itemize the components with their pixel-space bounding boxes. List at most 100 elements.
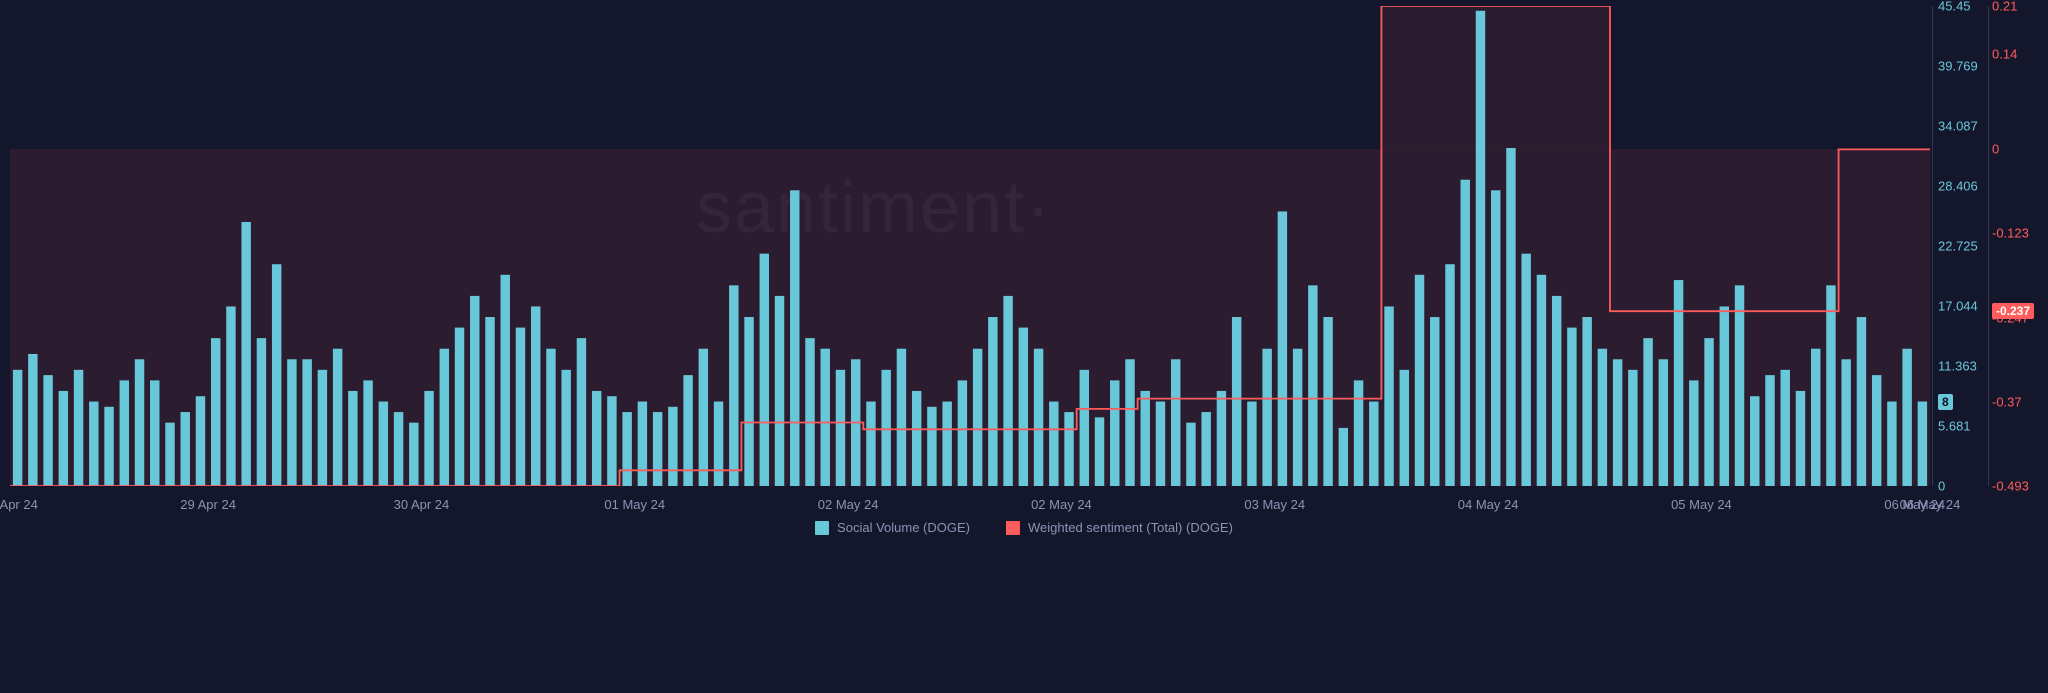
volume-bar[interactable]: [760, 254, 769, 486]
volume-bar[interactable]: [821, 349, 830, 486]
volume-bar[interactable]: [28, 354, 37, 486]
volume-bar[interactable]: [1476, 11, 1485, 486]
volume-bar[interactable]: [1704, 338, 1713, 486]
volume-bar[interactable]: [59, 391, 68, 486]
volume-bar[interactable]: [1354, 380, 1363, 486]
volume-bar[interactable]: [958, 380, 967, 486]
volume-bar[interactable]: [927, 407, 936, 486]
volume-bar[interactable]: [1003, 296, 1012, 486]
volume-bar[interactable]: [714, 402, 723, 486]
plot-area[interactable]: [10, 6, 1930, 486]
volume-bar[interactable]: [836, 370, 845, 486]
volume-bar[interactable]: [683, 375, 692, 486]
volume-bar[interactable]: [546, 349, 555, 486]
volume-bar[interactable]: [561, 370, 570, 486]
volume-bar[interactable]: [1232, 317, 1241, 486]
volume-bar[interactable]: [1400, 370, 1409, 486]
volume-bar[interactable]: [1080, 370, 1089, 486]
volume-bar[interactable]: [1613, 359, 1622, 486]
volume-bar[interactable]: [1735, 285, 1744, 486]
volume-bar[interactable]: [348, 391, 357, 486]
volume-bar[interactable]: [135, 359, 144, 486]
volume-bar[interactable]: [1689, 380, 1698, 486]
volume-bar[interactable]: [1887, 402, 1896, 486]
volume-bar[interactable]: [1171, 359, 1180, 486]
volume-bar[interactable]: [1643, 338, 1652, 486]
volume-bar[interactable]: [226, 306, 235, 486]
volume-bar[interactable]: [1369, 402, 1378, 486]
volume-bar[interactable]: [501, 275, 510, 486]
volume-bar[interactable]: [43, 375, 52, 486]
volume-bar[interactable]: [1750, 396, 1759, 486]
volume-bar[interactable]: [805, 338, 814, 486]
volume-bar[interactable]: [455, 328, 464, 486]
volume-bar[interactable]: [1125, 359, 1134, 486]
volume-bar[interactable]: [1339, 428, 1348, 486]
volume-bar[interactable]: [1628, 370, 1637, 486]
volume-bar[interactable]: [912, 391, 921, 486]
volume-bar[interactable]: [1415, 275, 1424, 486]
volume-bar[interactable]: [1567, 328, 1576, 486]
volume-bar[interactable]: [1857, 317, 1866, 486]
volume-bar[interactable]: [775, 296, 784, 486]
volume-bar[interactable]: [1537, 275, 1546, 486]
volume-bar[interactable]: [89, 402, 98, 486]
volume-bar[interactable]: [1582, 317, 1591, 486]
volume-bar[interactable]: [1217, 391, 1226, 486]
volume-bar[interactable]: [1491, 190, 1500, 486]
volume-bar[interactable]: [150, 380, 159, 486]
volume-bar[interactable]: [1552, 296, 1561, 486]
volume-bar[interactable]: [1918, 402, 1927, 486]
volume-bar[interactable]: [1384, 306, 1393, 486]
volume-bar[interactable]: [333, 349, 342, 486]
volume-bar[interactable]: [1659, 359, 1668, 486]
volume-bar[interactable]: [1811, 349, 1820, 486]
volume-bar[interactable]: [440, 349, 449, 486]
volume-bar[interactable]: [211, 338, 220, 486]
volume-bar[interactable]: [1019, 328, 1028, 486]
volume-bar[interactable]: [668, 407, 677, 486]
volume-bar[interactable]: [74, 370, 83, 486]
volume-bar[interactable]: [1308, 285, 1317, 486]
volume-bar[interactable]: [120, 380, 129, 486]
volume-bar[interactable]: [1720, 306, 1729, 486]
volume-bar[interactable]: [1095, 417, 1104, 486]
volume-bar[interactable]: [1278, 211, 1287, 486]
volume-bar[interactable]: [1323, 317, 1332, 486]
volume-bar[interactable]: [196, 396, 205, 486]
volume-bar[interactable]: [1841, 359, 1850, 486]
volume-bar[interactable]: [1430, 317, 1439, 486]
volume-bar[interactable]: [1781, 370, 1790, 486]
volume-bar[interactable]: [516, 328, 525, 486]
volume-bar[interactable]: [1826, 285, 1835, 486]
volume-bar[interactable]: [318, 370, 327, 486]
volume-bar[interactable]: [531, 306, 540, 486]
volume-bar[interactable]: [866, 402, 875, 486]
volume-bar[interactable]: [592, 391, 601, 486]
volume-bar[interactable]: [622, 412, 631, 486]
volume-bar[interactable]: [1186, 423, 1195, 486]
volume-bar[interactable]: [409, 423, 418, 486]
volume-bar[interactable]: [653, 412, 662, 486]
volume-bar[interactable]: [363, 380, 372, 486]
volume-bar[interactable]: [1293, 349, 1302, 486]
volume-bar[interactable]: [1064, 412, 1073, 486]
volume-bar[interactable]: [577, 338, 586, 486]
volume-bar[interactable]: [485, 317, 494, 486]
volume-bar[interactable]: [729, 285, 738, 486]
volume-bar[interactable]: [897, 349, 906, 486]
volume-bar[interactable]: [1521, 254, 1530, 486]
volume-bar[interactable]: [257, 338, 266, 486]
volume-bar[interactable]: [744, 317, 753, 486]
volume-bar[interactable]: [881, 370, 890, 486]
volume-bar[interactable]: [1156, 402, 1165, 486]
volume-bar[interactable]: [1247, 402, 1256, 486]
volume-bar[interactable]: [1262, 349, 1271, 486]
volume-bar[interactable]: [165, 423, 174, 486]
volume-bar[interactable]: [1141, 391, 1150, 486]
volume-bar[interactable]: [638, 402, 647, 486]
volume-bar[interactable]: [699, 349, 708, 486]
volume-bar[interactable]: [1598, 349, 1607, 486]
volume-bar[interactable]: [104, 407, 113, 486]
volume-bar[interactable]: [1201, 412, 1210, 486]
